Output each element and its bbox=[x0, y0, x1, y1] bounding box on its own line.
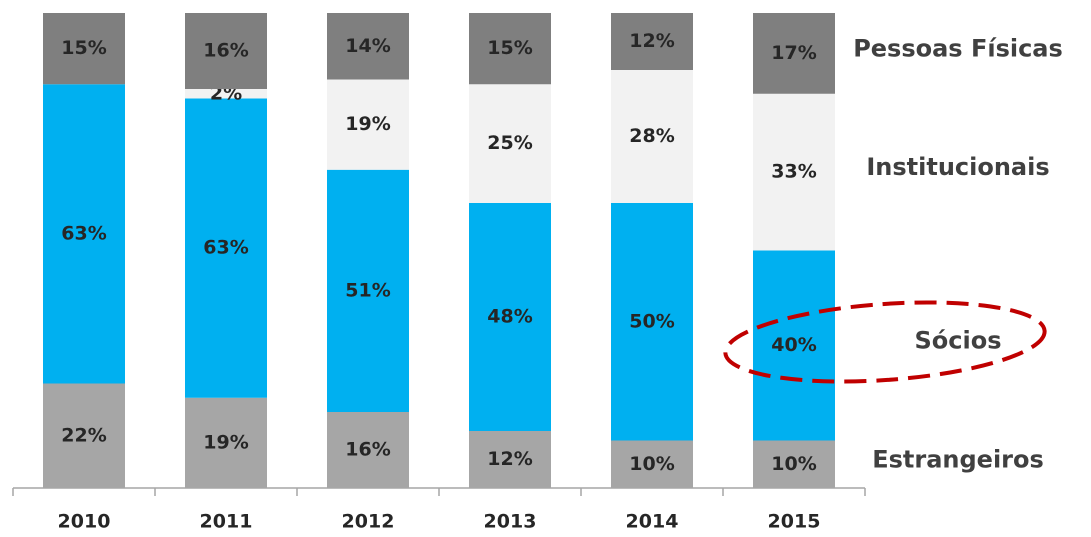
bar-segment bbox=[611, 440, 693, 488]
x-tick-label: 2015 bbox=[768, 511, 821, 533]
bar-segment bbox=[753, 93, 835, 251]
x-tick-label: 2013 bbox=[484, 511, 537, 533]
bar-segment bbox=[185, 98, 267, 398]
bar-segment bbox=[43, 84, 125, 384]
highlight-ellipse bbox=[723, 300, 1047, 384]
bar-segment bbox=[753, 250, 835, 441]
data-label: 48% bbox=[487, 306, 532, 328]
data-label: 28% bbox=[629, 125, 674, 147]
bar-segment bbox=[43, 383, 125, 488]
x-tick-label: 2012 bbox=[342, 511, 395, 533]
bar-segment bbox=[469, 431, 551, 488]
data-label: 10% bbox=[771, 453, 816, 475]
series-name: Pessoas Físicas bbox=[853, 34, 1063, 62]
data-label: 50% bbox=[629, 310, 674, 332]
x-tick-label: 2014 bbox=[626, 511, 679, 533]
data-label: 16% bbox=[203, 40, 248, 62]
bar-segment bbox=[185, 13, 267, 89]
bar-segment bbox=[327, 13, 409, 80]
data-label: 15% bbox=[487, 37, 532, 59]
bar-segment bbox=[185, 397, 267, 488]
bar-segment bbox=[469, 84, 551, 203]
bar-segment bbox=[469, 203, 551, 431]
bar-segment bbox=[611, 13, 693, 70]
bar-segment bbox=[327, 412, 409, 488]
data-label: 40% bbox=[771, 334, 816, 356]
data-label: 19% bbox=[203, 431, 248, 453]
data-label: 63% bbox=[203, 237, 248, 259]
data-label: 10% bbox=[629, 453, 674, 475]
bar-segment bbox=[753, 13, 835, 94]
series-name: Estrangeiros bbox=[872, 445, 1044, 473]
data-label: 14% bbox=[345, 35, 390, 57]
x-tick-label: 2010 bbox=[58, 511, 111, 533]
data-label: 16% bbox=[345, 439, 390, 461]
bar-segment bbox=[185, 89, 267, 99]
data-label: 12% bbox=[629, 30, 674, 52]
bar-segment bbox=[327, 169, 409, 412]
data-label: 17% bbox=[771, 42, 816, 64]
data-label: 63% bbox=[61, 222, 106, 244]
bar-segment bbox=[469, 13, 551, 85]
bar-segment bbox=[327, 79, 409, 170]
series-name: Institucionais bbox=[866, 153, 1049, 181]
data-label: 19% bbox=[345, 113, 390, 135]
data-label: 22% bbox=[61, 424, 106, 446]
bar-segment bbox=[753, 440, 835, 488]
data-label: 51% bbox=[345, 279, 390, 301]
data-label: 12% bbox=[487, 448, 532, 470]
x-tick-label: 2011 bbox=[200, 511, 253, 533]
series-name: Sócios bbox=[915, 327, 1002, 355]
bar-segment bbox=[611, 203, 693, 441]
data-label: 33% bbox=[771, 161, 816, 183]
data-label: 25% bbox=[487, 132, 532, 154]
data-label: 15% bbox=[61, 37, 106, 59]
bar-segment bbox=[611, 70, 693, 203]
bar-segment bbox=[43, 13, 125, 85]
